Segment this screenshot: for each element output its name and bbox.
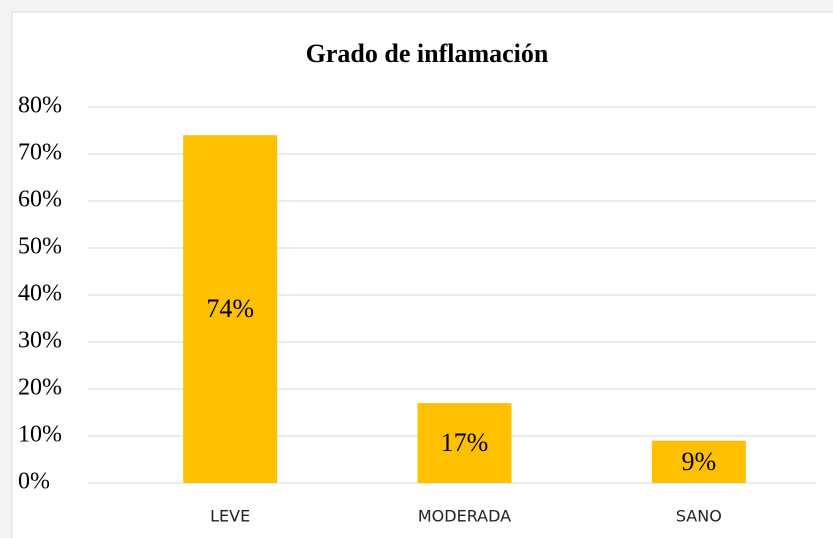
data-label: 9%: [681, 447, 716, 476]
bar: [417, 403, 512, 483]
y-tick-label: 30%: [18, 328, 62, 354]
y-tick-label: 10%: [18, 422, 62, 448]
y-tick-label: 50%: [18, 234, 62, 260]
y-tick-label: 20%: [18, 375, 62, 401]
data-label: 74%: [206, 294, 254, 323]
x-tick-label: MODERADA: [418, 507, 511, 526]
x-tick-label: LEVE: [210, 507, 250, 526]
bar: [651, 440, 746, 483]
chart-title: Grado de inflamación: [306, 39, 549, 68]
y-tick-label: 0%: [18, 469, 50, 495]
y-tick-label: 80%: [18, 93, 62, 119]
y-tick-label: 40%: [18, 281, 62, 307]
data-label: 17%: [441, 428, 489, 457]
y-tick-label: 70%: [18, 140, 62, 166]
x-tick-label: SANO: [676, 507, 722, 526]
bar: [183, 135, 278, 483]
y-tick-label: 60%: [18, 187, 62, 213]
